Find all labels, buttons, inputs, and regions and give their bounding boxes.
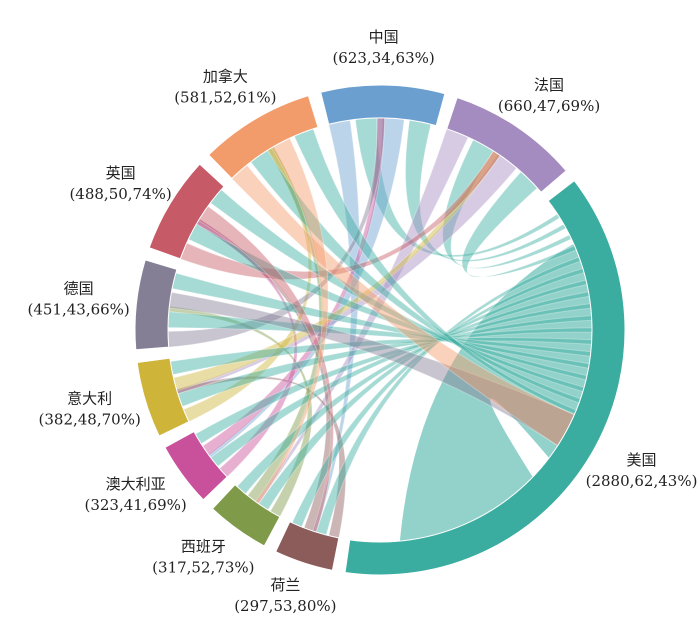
group-name: 澳大利亚 xyxy=(106,475,166,493)
group-name: 西班牙 xyxy=(181,537,226,555)
arc xyxy=(211,483,281,547)
ribbons xyxy=(167,117,593,542)
group-label: (623,34,63%) xyxy=(332,49,434,67)
arc xyxy=(207,95,319,180)
group-name: 加拿大 xyxy=(203,67,248,85)
arc xyxy=(134,259,178,351)
group-name: 中国 xyxy=(369,28,399,46)
arc xyxy=(344,180,626,576)
group-name: 英国 xyxy=(106,164,136,182)
group-label: (451,43,66%) xyxy=(27,301,129,319)
arc xyxy=(446,96,567,193)
arc xyxy=(320,84,446,127)
group-name: 荷兰 xyxy=(270,576,300,594)
group-label: (323,41,69%) xyxy=(84,496,186,514)
ribbon xyxy=(399,243,592,542)
group-label: (660,47,69%) xyxy=(498,97,600,115)
group-label: (488,50,74%) xyxy=(69,185,171,203)
arc xyxy=(164,430,228,501)
group-name: 意大利 xyxy=(67,389,112,407)
group-name: 法国 xyxy=(534,76,564,94)
group-name: 美国 xyxy=(627,451,657,469)
arc xyxy=(148,163,225,260)
group-label: (581,52,61%) xyxy=(174,88,276,106)
group-name: 德国 xyxy=(64,280,94,298)
arc xyxy=(136,357,190,437)
group-label: (382,48,70%) xyxy=(39,410,141,428)
arc xyxy=(275,521,340,571)
group-label: (297,53,80%) xyxy=(234,597,336,615)
group-label: (317,52,73%) xyxy=(152,558,254,576)
group-label: (2880,62,43%) xyxy=(586,472,698,490)
